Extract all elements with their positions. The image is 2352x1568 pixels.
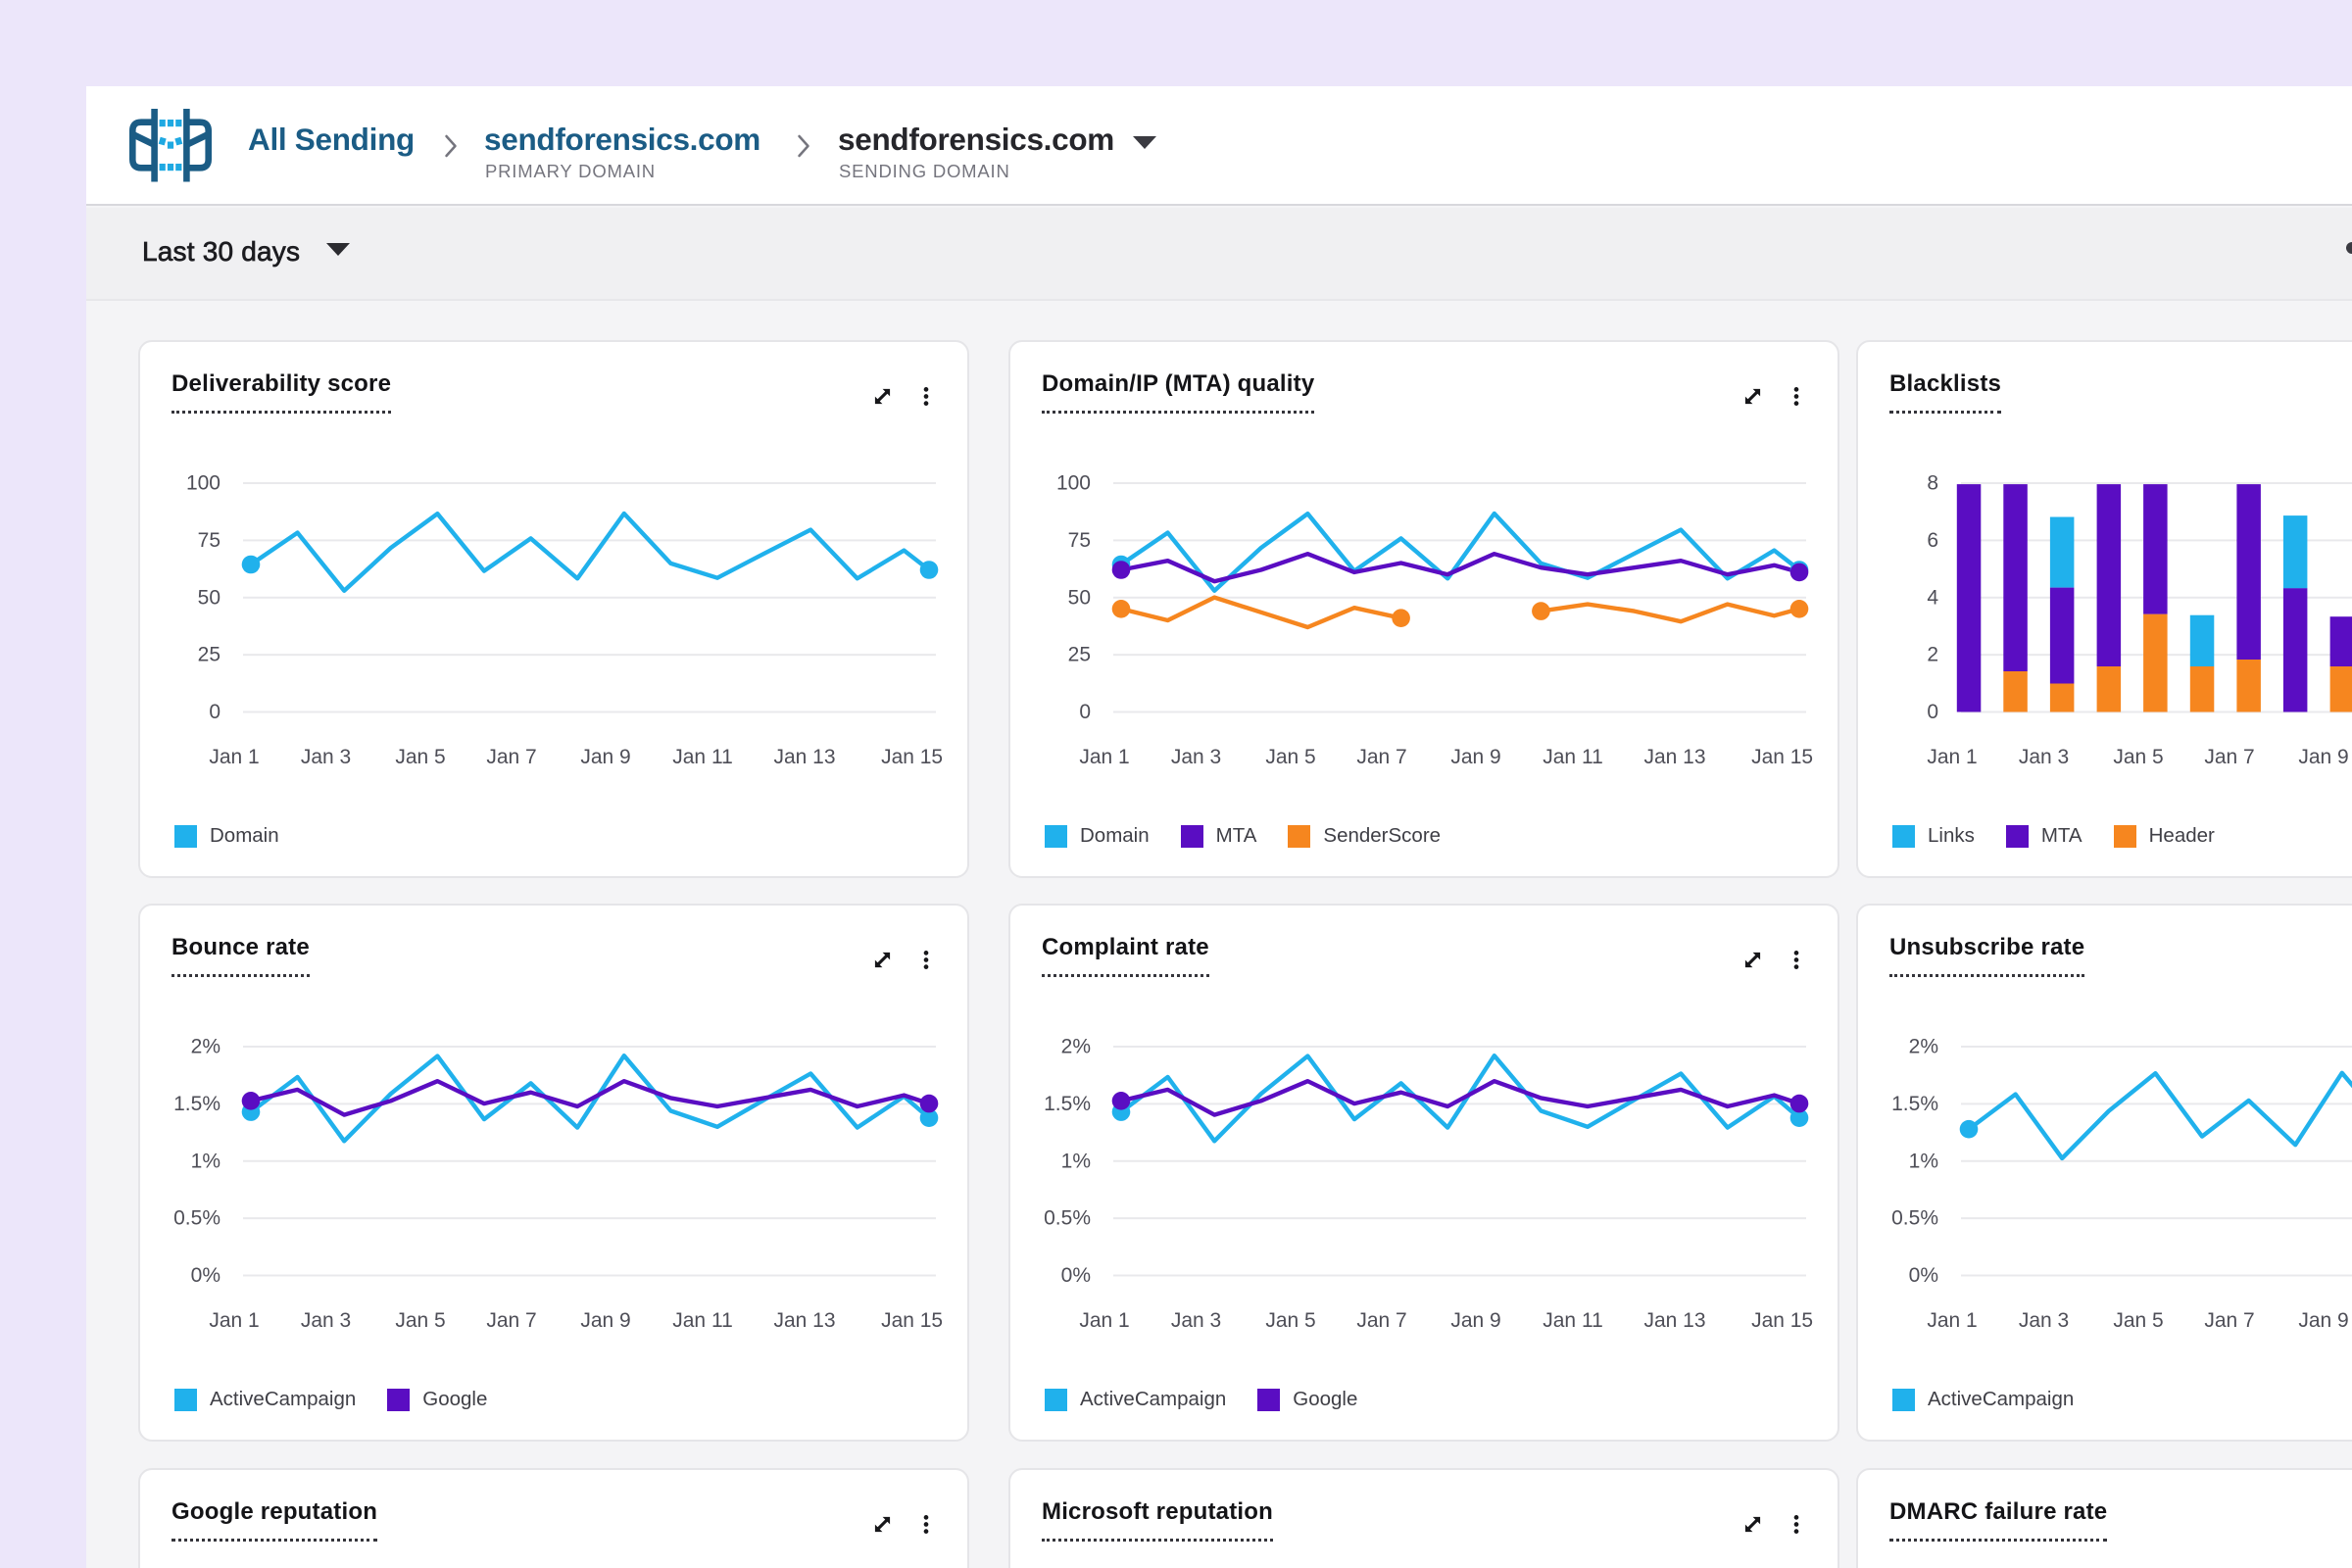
svg-text:Jan 15: Jan 15 — [1751, 1309, 1813, 1332]
svg-text:Jan 11: Jan 11 — [672, 746, 733, 768]
svg-text:75: 75 — [198, 529, 220, 552]
svg-text:Jan 3: Jan 3 — [301, 1309, 351, 1332]
svg-text:Jan 7: Jan 7 — [486, 1309, 536, 1332]
svg-text:0: 0 — [1079, 701, 1091, 723]
svg-text:Jan 13: Jan 13 — [773, 746, 835, 768]
svg-text:2: 2 — [1927, 644, 1938, 666]
svg-text:Jan 13: Jan 13 — [1643, 1309, 1705, 1332]
svg-text:Jan 5: Jan 5 — [2113, 1309, 2163, 1332]
svg-text:Jan 9: Jan 9 — [2298, 746, 2348, 768]
svg-text:Jan 1: Jan 1 — [1927, 746, 1977, 768]
svg-text:2%: 2% — [191, 1036, 220, 1058]
svg-text:2%: 2% — [1909, 1036, 1938, 1058]
svg-text:8: 8 — [1927, 472, 1938, 495]
svg-text:Jan 11: Jan 11 — [1543, 746, 1603, 768]
svg-text:Jan 7: Jan 7 — [486, 746, 536, 768]
svg-text:Jan 9: Jan 9 — [1450, 746, 1500, 768]
svg-text:1%: 1% — [1061, 1150, 1091, 1172]
svg-text:Jan 3: Jan 3 — [1171, 1309, 1221, 1332]
svg-text:Jan 3: Jan 3 — [2019, 1309, 2069, 1332]
svg-text:Jan 7: Jan 7 — [1356, 746, 1406, 768]
svg-text:Jan 15: Jan 15 — [881, 746, 943, 768]
svg-text:Jan 7: Jan 7 — [2204, 1309, 2254, 1332]
svg-text:0.5%: 0.5% — [1044, 1207, 1091, 1230]
svg-text:50: 50 — [198, 586, 220, 609]
svg-text:100: 100 — [1056, 472, 1091, 495]
svg-text:Jan 11: Jan 11 — [1543, 1309, 1603, 1332]
svg-text:Jan 5: Jan 5 — [1265, 746, 1315, 768]
svg-text:6: 6 — [1927, 529, 1938, 552]
svg-text:Jan 5: Jan 5 — [1265, 1309, 1315, 1332]
svg-text:Jan 3: Jan 3 — [301, 746, 351, 768]
svg-text:Jan 9: Jan 9 — [580, 1309, 630, 1332]
svg-text:Jan 5: Jan 5 — [2113, 746, 2163, 768]
svg-text:Jan 13: Jan 13 — [773, 1309, 835, 1332]
svg-text:Jan 9: Jan 9 — [1450, 1309, 1500, 1332]
svg-text:Jan 15: Jan 15 — [881, 1309, 943, 1332]
svg-text:1.5%: 1.5% — [173, 1093, 220, 1115]
svg-text:0.5%: 0.5% — [173, 1207, 220, 1230]
svg-text:Jan 1: Jan 1 — [1927, 1309, 1977, 1332]
svg-text:1.5%: 1.5% — [1044, 1093, 1091, 1115]
svg-text:0%: 0% — [1909, 1264, 1938, 1287]
svg-text:1%: 1% — [1909, 1150, 1938, 1172]
svg-text:Jan 9: Jan 9 — [2298, 1309, 2348, 1332]
svg-text:25: 25 — [198, 644, 220, 666]
svg-text:Jan 11: Jan 11 — [672, 1309, 733, 1332]
svg-text:2%: 2% — [1061, 1036, 1091, 1058]
svg-text:Jan 5: Jan 5 — [395, 1309, 445, 1332]
svg-text:100: 100 — [186, 472, 220, 495]
svg-text:Jan 1: Jan 1 — [209, 746, 259, 768]
svg-text:Jan 13: Jan 13 — [1643, 746, 1705, 768]
svg-text:0%: 0% — [1061, 1264, 1091, 1287]
svg-text:Jan 3: Jan 3 — [2019, 746, 2069, 768]
svg-text:25: 25 — [1068, 644, 1091, 666]
svg-text:Jan 7: Jan 7 — [2204, 746, 2254, 768]
svg-text:50: 50 — [1068, 586, 1091, 609]
svg-text:Jan 3: Jan 3 — [1171, 746, 1221, 768]
svg-text:1.5%: 1.5% — [1891, 1093, 1938, 1115]
svg-text:0: 0 — [1927, 701, 1938, 723]
svg-text:Jan 5: Jan 5 — [395, 746, 445, 768]
svg-text:Jan 15: Jan 15 — [1751, 746, 1813, 768]
svg-text:Jan 1: Jan 1 — [1079, 1309, 1129, 1332]
svg-text:Jan 1: Jan 1 — [209, 1309, 259, 1332]
svg-text:Jan 9: Jan 9 — [580, 746, 630, 768]
svg-text:0.5%: 0.5% — [1891, 1207, 1938, 1230]
svg-text:4: 4 — [1927, 586, 1938, 609]
svg-text:Jan 1: Jan 1 — [1079, 746, 1129, 768]
svg-text:1%: 1% — [191, 1150, 220, 1172]
svg-text:75: 75 — [1068, 529, 1091, 552]
svg-text:Jan 7: Jan 7 — [1356, 1309, 1406, 1332]
svg-text:0%: 0% — [191, 1264, 220, 1287]
svg-text:0: 0 — [209, 701, 220, 723]
